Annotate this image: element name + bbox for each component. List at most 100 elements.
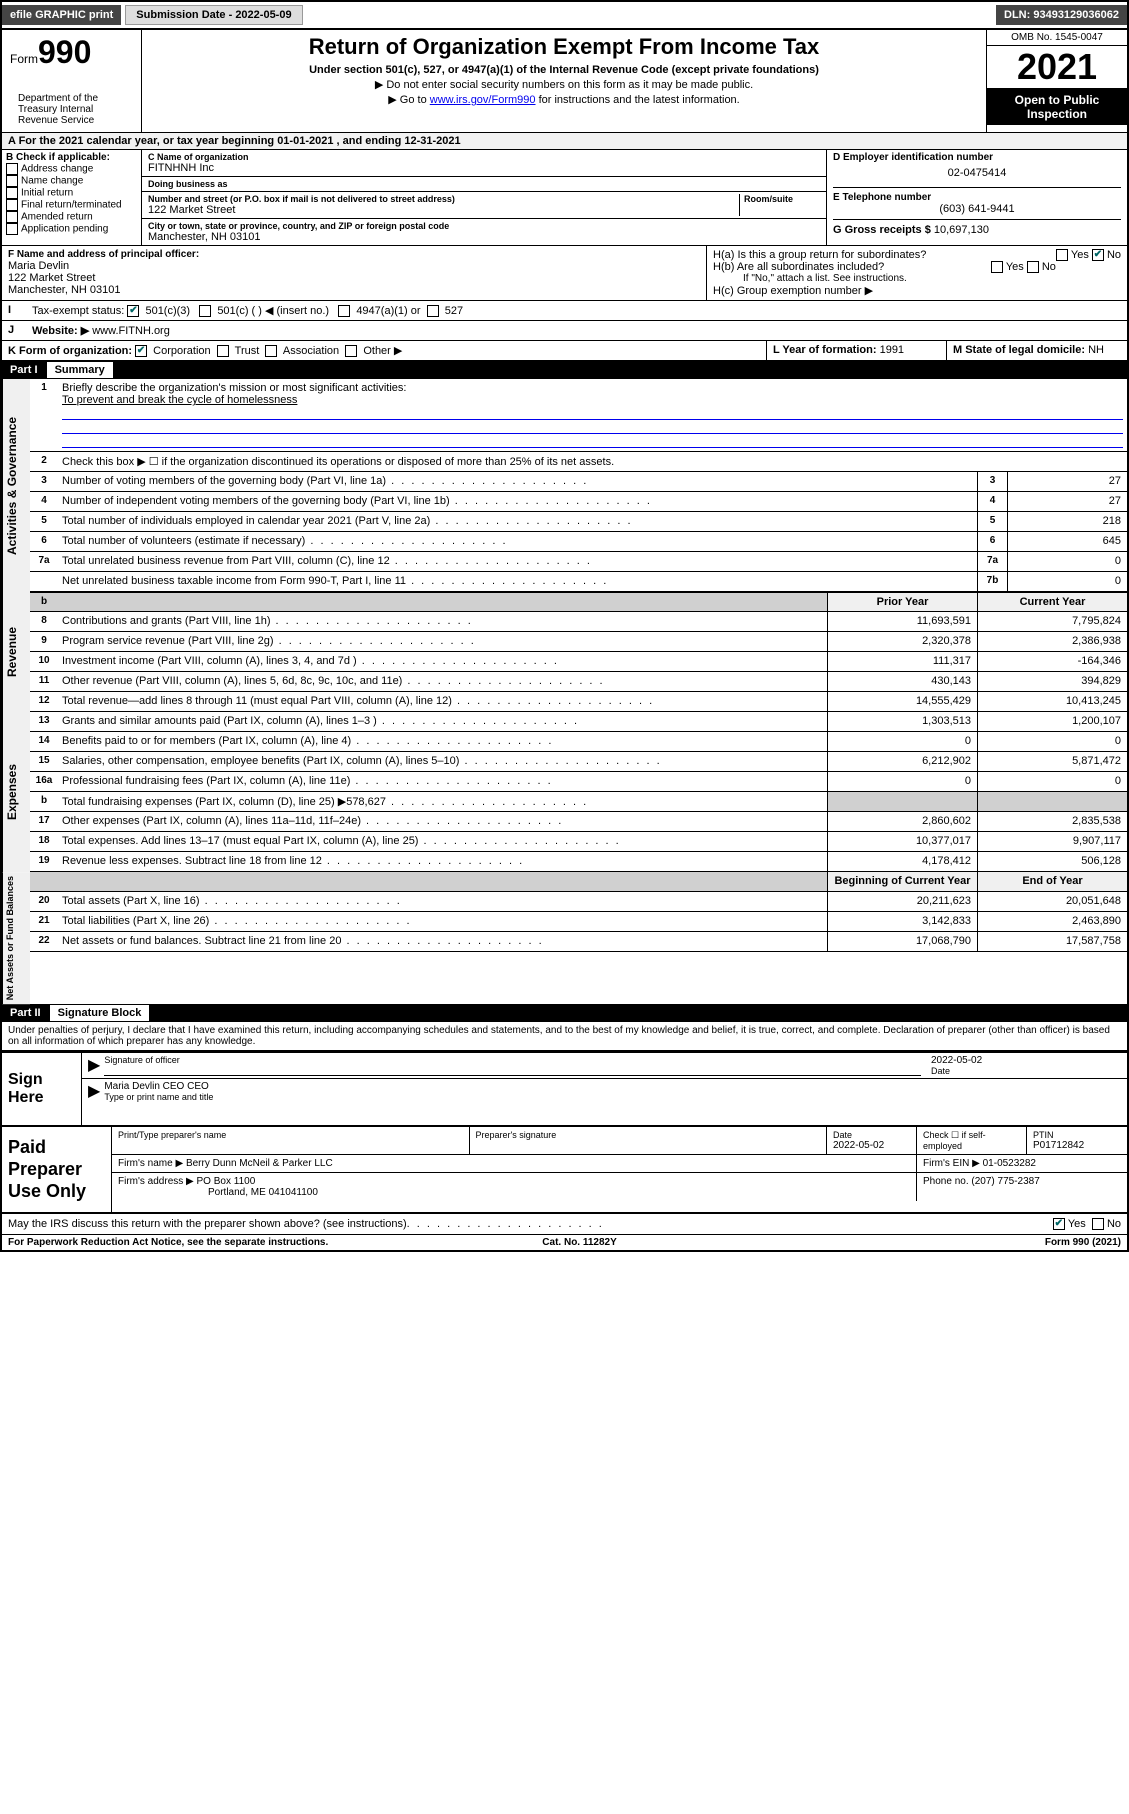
- sig-officer-label: Signature of officer: [104, 1055, 921, 1065]
- firm-name-label: Firm's name ▶: [118, 1158, 183, 1169]
- cb-corporation[interactable]: [135, 345, 147, 357]
- addr-label: Number and street (or P.O. box if mail i…: [148, 194, 739, 204]
- line2-text: Check this box ▶ ☐ if the organization d…: [58, 452, 1127, 471]
- sidetab-governance: Activities & Governance: [2, 379, 30, 592]
- hc-row: H(c) Group exemption number ▶: [713, 284, 1121, 297]
- form-990-document: efile GRAPHIC print Submission Date - 20…: [0, 0, 1129, 1252]
- data-line: 19Revenue less expenses. Subtract line 1…: [30, 852, 1127, 872]
- cb-4947[interactable]: [338, 305, 350, 317]
- open-to-public: Open to Public Inspection: [987, 89, 1127, 125]
- prep-name-label: Print/Type preparer's name: [118, 1130, 463, 1140]
- hb-row: H(b) Are all subordinates included? Yes …: [713, 261, 1121, 273]
- sidetab-expenses: Expenses: [2, 712, 30, 872]
- name-title-label: Type or print name and title: [104, 1092, 1121, 1102]
- tel-value: (603) 641-9441: [833, 203, 1121, 215]
- sign-date-label: Date: [931, 1066, 1121, 1076]
- row-j-website: J Website: ▶ www.FITNH.org: [2, 321, 1127, 341]
- section-revenue: Revenue b Prior Year Current Year 8Contr…: [2, 592, 1127, 712]
- data-line: 12Total revenue—add lines 8 through 11 (…: [30, 692, 1127, 712]
- cb-527[interactable]: [427, 305, 439, 317]
- cb-initial-return[interactable]: Initial return: [6, 187, 137, 199]
- part1-num: Part I: [10, 364, 38, 376]
- prep-date: 2022-05-02: [833, 1140, 910, 1151]
- goto-pre: ▶ Go to: [388, 94, 429, 106]
- m-label: M State of legal domicile:: [953, 344, 1085, 356]
- gov-line: 7aTotal unrelated business revenue from …: [30, 552, 1127, 572]
- cb-name-change[interactable]: Name change: [6, 175, 137, 187]
- cb-final-return[interactable]: Final return/terminated: [6, 199, 137, 211]
- irs-discuss-row: May the IRS discuss this return with the…: [2, 1214, 1127, 1234]
- irs-link[interactable]: www.irs.gov/Form990: [430, 94, 536, 106]
- ptin-value: P01712842: [1033, 1140, 1121, 1151]
- cb-association[interactable]: [265, 345, 277, 357]
- data-line: 10Investment income (Part VIII, column (…: [30, 652, 1127, 672]
- data-line: 17Other expenses (Part IX, column (A), l…: [30, 812, 1127, 832]
- cb-501c3[interactable]: [127, 305, 139, 317]
- row-a-tax-year: A For the 2021 calendar year, or tax yea…: [2, 133, 1127, 150]
- data-line: 8Contributions and grants (Part VIII, li…: [30, 612, 1127, 632]
- sign-date: 2022-05-02: [931, 1055, 1121, 1066]
- data-line: 18Total expenses. Add lines 13–17 (must …: [30, 832, 1127, 852]
- cb-other[interactable]: [345, 345, 357, 357]
- part1-header: Part I Summary: [2, 361, 1127, 379]
- paid-preparer-block: Paid Preparer Use Only Print/Type prepar…: [2, 1127, 1127, 1214]
- data-line: 14Benefits paid to or for members (Part …: [30, 732, 1127, 752]
- col-d-ein: D Employer identification number 02-0475…: [827, 150, 1127, 245]
- prep-date-label: Date: [833, 1130, 910, 1140]
- cb-trust[interactable]: [217, 345, 229, 357]
- cb-501c[interactable]: [199, 305, 211, 317]
- org-name: FITNHNH Inc: [148, 162, 820, 174]
- section-governance: Activities & Governance 1 Briefly descri…: [2, 379, 1127, 592]
- gov-line: 4Number of independent voting members of…: [30, 492, 1127, 512]
- tax-year: 2021: [987, 46, 1127, 89]
- ha-no[interactable]: [1092, 249, 1104, 261]
- gross-label: G Gross receipts $: [833, 224, 931, 236]
- cb-address-change[interactable]: Address change: [6, 163, 137, 175]
- sidetab-revenue: Revenue: [2, 592, 30, 712]
- firm-addr2: Portland, ME 041041100: [118, 1187, 318, 1198]
- i-label: Tax-exempt status:: [32, 305, 124, 317]
- footer-line: For Paperwork Reduction Act Notice, see …: [2, 1234, 1127, 1250]
- firm-ein-label: Firm's EIN ▶: [923, 1158, 980, 1169]
- officer-addr2: Manchester, NH 03101: [8, 284, 700, 296]
- col-c-org-info: C Name of organization FITNHNH Inc Doing…: [142, 150, 827, 245]
- city-label: City or town, state or province, country…: [148, 221, 820, 231]
- part2-num: Part II: [10, 1007, 41, 1019]
- form-num: 990: [38, 34, 91, 70]
- gov-line: 5Total number of individuals employed in…: [30, 512, 1127, 532]
- ein-value: 02-0475414: [833, 163, 1121, 183]
- data-line: 20Total assets (Part X, line 16)20,211,6…: [30, 892, 1127, 912]
- hdr-prior-year: Prior Year: [827, 593, 977, 611]
- mission-text: To prevent and break the cycle of homele…: [62, 394, 297, 406]
- omb-number: OMB No. 1545-0047: [987, 30, 1127, 46]
- cb-application-pending[interactable]: Application pending: [6, 223, 137, 235]
- hb-no[interactable]: [1027, 261, 1039, 273]
- submission-date-button[interactable]: Submission Date - 2022-05-09: [125, 5, 302, 25]
- part2-header: Part II Signature Block: [2, 1004, 1127, 1022]
- firm-addr-label: Firm's address ▶: [118, 1176, 194, 1187]
- cb-discuss-no[interactable]: [1092, 1218, 1104, 1230]
- paid-preparer-label: Paid Preparer Use Only: [2, 1127, 112, 1212]
- dots: [407, 1218, 604, 1230]
- data-line: 21Total liabilities (Part X, line 26)3,1…: [30, 912, 1127, 932]
- dba-label: Doing business as: [148, 179, 820, 189]
- firm-name: Berry Dunn McNeil & Parker LLC: [186, 1158, 333, 1169]
- hb-yes[interactable]: [991, 261, 1003, 273]
- col-b-checkboxes: B Check if applicable: Address change Na…: [2, 150, 142, 245]
- line1-label: Briefly describe the organization's miss…: [62, 382, 406, 394]
- data-line: bTotal fundraising expenses (Part IX, co…: [30, 792, 1127, 812]
- street-address: 122 Market Street: [148, 204, 739, 216]
- data-line: 11Other revenue (Part VIII, column (A), …: [30, 672, 1127, 692]
- cb-discuss-yes[interactable]: [1053, 1218, 1065, 1230]
- hb-note: If "No," attach a list. See instructions…: [713, 273, 1121, 284]
- irs-discuss-q: May the IRS discuss this return with the…: [8, 1218, 407, 1230]
- caret-icon: ▶: [88, 1081, 100, 1102]
- officer-name-title: Maria Devlin CEO CEO: [104, 1081, 1121, 1092]
- city-value: Manchester, NH 03101: [148, 231, 820, 243]
- sign-here-block: Sign Here ▶ Signature of officer 2022-05…: [2, 1051, 1127, 1127]
- data-line: 13Grants and similar amounts paid (Part …: [30, 712, 1127, 732]
- ha-yes[interactable]: [1056, 249, 1068, 261]
- cb-amended-return[interactable]: Amended return: [6, 211, 137, 223]
- hb-label: H(b) Are all subordinates included?: [713, 261, 884, 273]
- tel-label: E Telephone number: [833, 192, 1121, 203]
